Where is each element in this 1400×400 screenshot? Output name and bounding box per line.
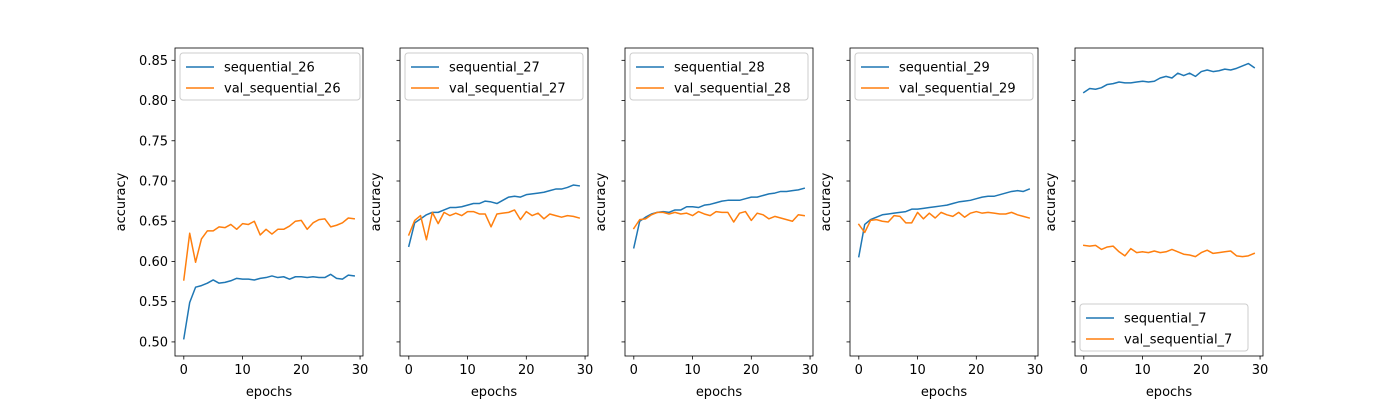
y-tick-label: 0.75 [139,134,168,149]
series-line-val_sequential_26 [182,217,356,281]
x-tick-label: 10 [234,363,251,378]
x-tick-label: 30 [802,363,819,378]
legend: sequential_26 val_sequential_26 [179,52,361,101]
axes-frame [399,47,589,357]
y-tick-label: 0.55 [139,295,168,310]
legend-label: sequential_26 [224,61,315,76]
legend-label: val_sequential_26 [224,82,341,97]
series-line-val_sequential_28 [632,210,806,230]
legend-label: sequential_29 [899,61,990,76]
x-tick-label: 20 [518,363,535,378]
x-tick-label: 0 [855,363,863,378]
x-tick-label: 10 [684,363,701,378]
legend-label: val_sequential_28 [674,82,791,97]
series-line-val_sequential_7 [1082,244,1256,258]
legend-label: sequential_28 [674,61,765,76]
y-tick-label: 0.65 [139,215,168,230]
legend-box [854,52,1034,101]
legend: sequential_7 val_sequential_7 [1079,303,1249,352]
y-axis-label: accuracy [1044,172,1059,231]
x-axis-label: epochs [696,385,743,400]
y-tick-label: 0.50 [139,335,168,350]
x-tick-label: 20 [743,363,760,378]
x-tick-label: 10 [459,363,476,378]
series-line-val_sequential_27 [407,209,581,241]
legend-label: val_sequential_7 [1124,333,1232,348]
y-axis-label: accuracy [594,172,609,231]
legend-box [1079,303,1249,352]
legend-box [179,52,361,101]
legend-box [404,52,584,101]
subplot-2: 0 10 20 30 epochs accuracy sequential_27 val_se… [369,47,594,400]
legend-label: sequential_27 [449,61,540,76]
subplot-1: 0 10 20 30 0.50 0.55 0.60 0.65 0.70 0.75 0.80 0.85 e… [114,47,369,400]
x-tick-label: 30 [1252,363,1269,378]
y-tick-label: 0.85 [139,54,168,69]
x-tick-label: 20 [293,363,310,378]
series-line-sequential_7 [1082,62,1256,94]
legend-label: val_sequential_29 [899,82,1016,97]
subplot-3: 0 10 20 30 epochs accuracy sequential_28 val_se… [594,47,819,400]
subplot-5: 0 10 20 30 epochs accuracy sequential_7 val_seq… [1044,47,1269,400]
axes-frame [624,47,814,357]
x-tick-label: 30 [352,363,369,378]
x-axis-label: epochs [921,385,968,400]
axes-frame [174,47,364,357]
legend-label: val_sequential_27 [449,82,566,97]
x-tick-label: 30 [1027,363,1044,378]
axes-frame [1074,47,1264,357]
series-line-sequential_29 [857,188,1031,258]
x-tick-label: 20 [1193,363,1210,378]
y-tick-label: 0.60 [139,255,168,270]
x-tick-label: 10 [1134,363,1151,378]
x-tick-label: 30 [577,363,594,378]
series-line-sequential_26 [182,273,356,340]
x-tick-label: 0 [630,363,638,378]
legend: sequential_29 val_sequential_29 [854,52,1034,101]
legend: sequential_27 val_sequential_27 [404,52,584,101]
series-line-val_sequential_29 [857,210,1031,234]
axes-frame [849,47,1039,357]
y-axis-label: accuracy [819,172,834,231]
legend-box [629,52,809,101]
legend: sequential_28 val_sequential_28 [629,52,809,101]
y-tick-label: 0.80 [139,94,168,109]
x-tick-label: 10 [909,363,926,378]
x-tick-label: 0 [1080,363,1088,378]
legend-label: sequential_7 [1124,312,1207,327]
x-tick-label: 0 [180,363,188,378]
series-line-sequential_27 [407,184,581,248]
x-tick-label: 0 [405,363,413,378]
y-axis-label: accuracy [369,172,384,231]
x-axis-label: epochs [1146,385,1193,400]
y-tick-label: 0.70 [139,175,168,190]
x-axis-label: epochs [471,385,518,400]
subplot-4: 0 10 20 30 epochs accuracy sequential_29 val_se… [819,47,1044,400]
x-axis-label: epochs [246,385,293,400]
x-tick-label: 20 [968,363,985,378]
y-axis-label: accuracy [114,172,129,231]
